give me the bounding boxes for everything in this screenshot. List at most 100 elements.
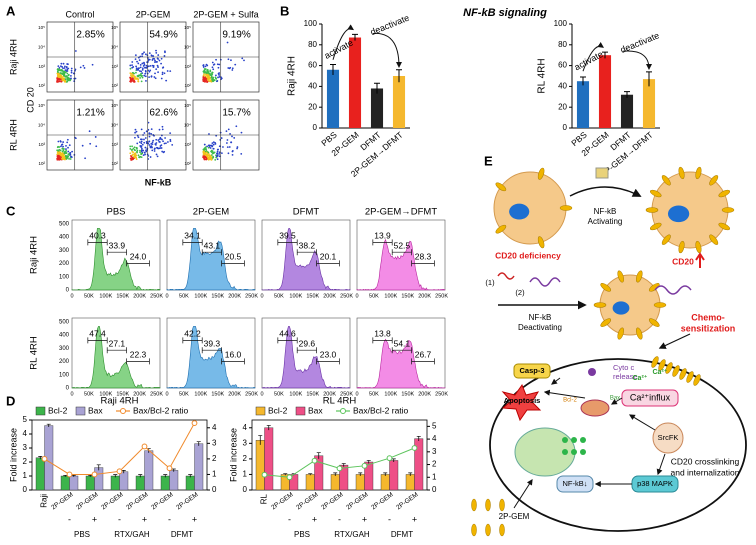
ratio-point [191,420,198,427]
event-dot [144,146,147,149]
event-dot [162,140,164,143]
percentage: 39.3 [204,338,221,348]
event-dot [63,75,66,77]
event-dot [59,140,62,143]
tick-label: 250K [150,293,163,299]
tick-label: 10³ [184,64,191,69]
event-dot [144,72,147,75]
event-dot [202,66,205,68]
event-dot [66,76,69,79]
chart-title: Raji 4RH [100,396,138,407]
histogram [71,326,161,389]
event-dot [216,150,219,153]
gate-bracket [372,337,393,344]
event-dot [205,156,208,159]
event-dot [160,77,163,80]
event-dot [141,68,144,71]
event-dot [203,77,206,80]
event-dot [209,73,211,75]
bar [94,467,104,491]
receptor [537,167,545,180]
error-bar [580,76,586,86]
cell-membrane [489,358,747,532]
event-dot [59,69,62,72]
event-dot [130,149,133,152]
receptor [485,523,491,537]
event-dot [139,149,141,152]
event-dot [231,67,234,70]
event-dot [130,155,133,158]
gate-bracket [87,337,108,344]
y-tick-label: 0 [313,123,318,132]
receptor [617,270,624,283]
y2-tick-label: 2 [432,460,437,469]
process-label: CD20 crosslinking [671,456,740,466]
event-dot [144,153,146,156]
event-dot [160,137,162,140]
event-dot [58,148,61,151]
event-dot [204,155,206,158]
event-dot [228,146,231,148]
event-dot [214,77,217,80]
percentage: 38.2 [299,240,316,250]
percentage: 47.4 [89,329,106,339]
event-dot [227,67,230,69]
receptor [672,365,680,377]
event-dot [138,59,141,62]
up-arrow [695,252,705,268]
bar [60,475,70,491]
event-dot [230,59,232,62]
event-dot [68,144,71,147]
event-dot [231,135,233,138]
event-dot [132,71,134,74]
event-dot [70,75,72,77]
event-dot [212,147,215,150]
event-dot [82,64,85,67]
event-dot [145,140,148,143]
event-dot [140,149,143,152]
x-tick-label: RL [260,493,269,504]
axis-label: RL 4RH [537,58,548,93]
tick-label: 50K [274,293,284,299]
step-label: Activating [588,217,623,226]
event-dot [67,150,70,153]
annotation-arrow [622,50,652,71]
event-dot [138,156,141,159]
percentage: 52.5 [394,240,411,250]
event-dot [150,75,153,78]
x-tick-label: 2P-GEM [75,491,99,511]
event-dot [145,80,147,82]
tick-label: 200K [133,293,146,299]
step-label: NF-kB [529,313,552,322]
bar [169,470,179,491]
percentage: 13.8 [374,329,391,339]
gate-bracket [372,239,393,246]
event-dot [135,146,138,149]
tick-label: 100K [194,293,207,299]
event-dot [60,153,62,155]
x-tick-label: 2P-GEM [320,491,344,511]
event-dot [202,76,205,78]
y-tick-label: 1 [23,471,28,480]
ratio-point [66,471,73,478]
receptor [678,166,685,180]
x-tick-label: 2P-GEM [175,491,199,511]
receptor [636,270,643,283]
tick-label: 100K [384,391,397,397]
error-bar [383,472,388,476]
bar [110,475,120,491]
tick-label: 200K [323,293,336,299]
event-dot [66,70,69,72]
histogram [261,326,351,389]
error-bar [63,474,68,477]
event-dot [131,145,134,148]
tick-label: 150K [306,293,319,299]
event-dot [234,63,237,66]
event-dot [59,65,62,68]
x-tick-label: 2P-GEM [150,491,174,511]
event-dot [132,74,135,77]
event-dot [205,158,208,160]
ratio-point [41,455,48,462]
event-dot [63,70,66,73]
